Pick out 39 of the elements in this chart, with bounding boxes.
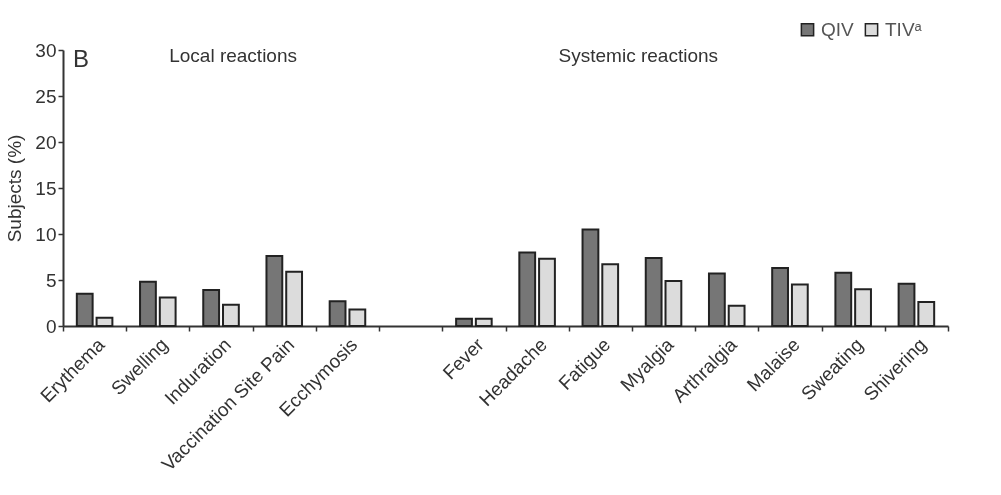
bar	[328, 300, 347, 327]
y-tick-label: 15	[35, 177, 57, 199]
annotation: Systemic reactions	[558, 45, 719, 66]
y-tick-label: 25	[35, 85, 57, 107]
bar	[854, 288, 872, 327]
y-tick-label: 10	[35, 223, 57, 245]
bar	[727, 304, 746, 327]
bar	[664, 279, 683, 327]
bar	[644, 256, 663, 327]
bar	[917, 301, 936, 327]
bar	[474, 317, 493, 327]
bar	[707, 272, 726, 327]
bar	[790, 283, 809, 327]
bar	[455, 317, 473, 327]
bar	[348, 308, 367, 327]
bar	[518, 251, 537, 327]
bar	[265, 255, 284, 327]
bar	[95, 316, 114, 327]
bar	[601, 263, 620, 327]
y-tick-label: 30	[35, 39, 57, 61]
bar	[771, 267, 789, 327]
bar	[538, 257, 556, 327]
y-tick-label: 20	[35, 131, 57, 153]
annotation: B	[73, 45, 90, 72]
legend-label: QIV	[821, 18, 855, 40]
bar	[158, 296, 177, 327]
y-axis-title: Subjects (%)	[4, 134, 26, 243]
bar	[581, 228, 600, 327]
legend-label: TIVᵃ	[885, 18, 923, 40]
bar	[202, 289, 221, 327]
bar	[897, 282, 916, 327]
annotation: Local reactions	[169, 45, 297, 66]
bar	[139, 280, 157, 327]
y-tick-label: 5	[45, 269, 57, 291]
bar	[222, 303, 240, 327]
bar	[285, 270, 304, 327]
y-tick-label: 0	[45, 315, 57, 337]
bar	[834, 271, 853, 327]
bar	[75, 292, 94, 327]
